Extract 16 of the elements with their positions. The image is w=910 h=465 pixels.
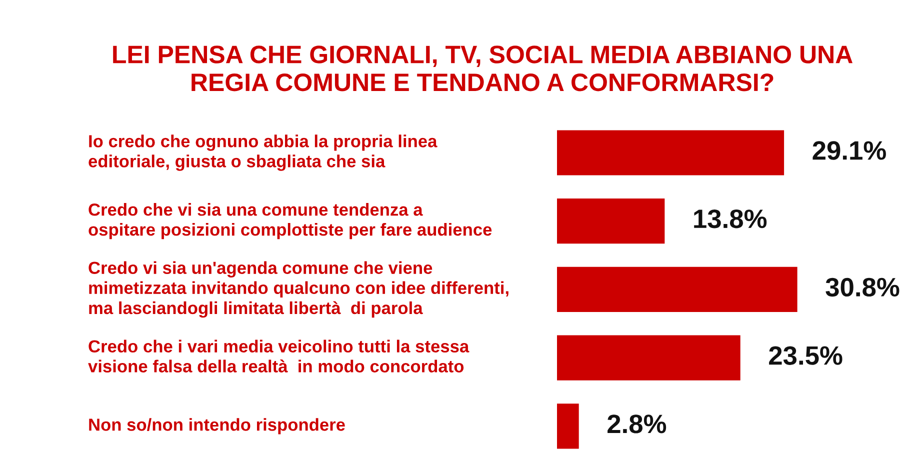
bar xyxy=(557,404,579,449)
data-label: 29.1% xyxy=(812,141,886,160)
y-tick-label: Credo che vi sia una comune tendenza a ospitare posizioni complottiste per fare audience xyxy=(88,203,492,240)
data-label: 13.8% xyxy=(694,210,767,228)
data-label: 30.8% xyxy=(826,278,900,297)
y-tick-label: Credo vi sia un'agenda comune che viene mimetizzata invitando qualcuno con idee differenti, ma lasciandogli limitata libertà di parola xyxy=(88,261,508,318)
data-label: 23.5% xyxy=(769,346,842,365)
data-label: 2.8% xyxy=(608,414,666,434)
chart-title: LEI PENSA CHE GIORNALI, TV, SOCIAL MEDIA ABBIANO UNA REGIA COMUNE E TENDANO A CONFORMARSI? xyxy=(113,46,852,92)
bar xyxy=(557,266,798,312)
y-tick-label: Non so/non intendo rispondere xyxy=(89,418,345,434)
bar xyxy=(557,130,784,176)
bar xyxy=(557,335,740,380)
bar xyxy=(557,198,665,244)
y-tick-label: Io credo che ognuno abbia la propria linea editoriale, giusta o sbagliata che sia xyxy=(88,134,438,171)
y-tick-label: Credo che i vari media veicolino tutti la stessa visione falsa della realtà in modo concordato xyxy=(88,340,470,372)
